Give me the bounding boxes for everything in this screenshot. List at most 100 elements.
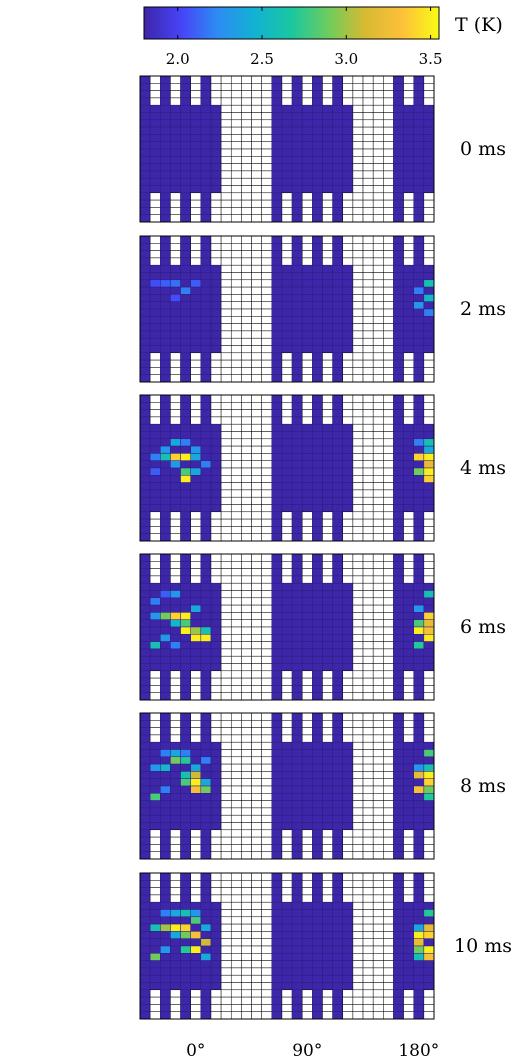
- heatmap-cell: [352, 185, 364, 194]
- heatmap-cell: [149, 785, 161, 794]
- heatmap-cell: [403, 75, 414, 84]
- heatmap-cell: [160, 119, 171, 128]
- heatmap-cell: [241, 264, 252, 273]
- heatmap-cell: [413, 974, 425, 983]
- heatmap-cell: [291, 526, 303, 534]
- heatmap-cell: [362, 489, 374, 498]
- heatmap-cell: [291, 822, 303, 831]
- heatmap-cell: [332, 712, 344, 721]
- heatmap-cell: [149, 308, 161, 317]
- heatmap-cell: [281, 945, 293, 954]
- heatmap-cell: [170, 553, 181, 562]
- heatmap-cell: [180, 989, 191, 998]
- heatmap-cell: [372, 916, 384, 925]
- heatmap-cell: [160, 741, 171, 750]
- heatmap-cell: [251, 677, 262, 686]
- heatmap-cell: [403, 185, 414, 194]
- heatmap-cell: [210, 90, 222, 99]
- heatmap-cell: [190, 394, 202, 403]
- heatmap-cell: [281, 619, 293, 628]
- heatmap-cell: [393, 504, 404, 513]
- heatmap-cell: [271, 134, 283, 142]
- heatmap-cell: [220, 207, 232, 215]
- heatmap-cell: [312, 177, 323, 186]
- heatmap-cell: [200, 504, 212, 513]
- heatmap-cell: [312, 482, 323, 491]
- heatmap-cell: [139, 177, 151, 186]
- heatmap-cell: [230, 923, 242, 932]
- heatmap-cell: [352, 989, 364, 998]
- heatmap-cell: [281, 75, 293, 84]
- heatmap-cell: [230, 402, 242, 410]
- heatmap-cell: [230, 504, 242, 513]
- heatmap-cell: [352, 692, 364, 701]
- heatmap-cell: [281, 785, 293, 794]
- heatmap-cell: [301, 727, 313, 736]
- heatmap-cell: [210, 814, 222, 823]
- heatmap-cell: [180, 880, 191, 888]
- heatmap-cell: [281, 185, 293, 194]
- heatmap-cell: [230, 967, 242, 976]
- heatmap-cell: [220, 597, 232, 606]
- heatmap-cell: [251, 330, 262, 339]
- heatmap-cell: [180, 982, 191, 991]
- heatmap-cell: [301, 316, 313, 324]
- heatmap-cell: [332, 604, 344, 613]
- heatmap-cell: [271, 807, 283, 816]
- heatmap-cell: [271, 526, 283, 534]
- heatmap-cell: [291, 90, 303, 99]
- heatmap-cell: [312, 641, 323, 650]
- heatmap-cell: [372, 626, 384, 635]
- heatmap-cell: [180, 677, 191, 686]
- heatmap-cell: [393, 894, 404, 903]
- heatmap-cell: [413, 75, 425, 84]
- heatmap-cell: [403, 359, 414, 368]
- heatmap-cell: [301, 996, 313, 1005]
- heatmap-cell: [312, 923, 323, 932]
- heatmap-cell: [342, 177, 354, 186]
- heatmap-cell: [413, 367, 425, 375]
- heatmap-cell: [423, 453, 435, 461]
- heatmap-cell: [139, 590, 151, 599]
- heatmap-cell: [372, 996, 384, 1005]
- heatmap-cell: [281, 445, 293, 454]
- heatmap-cell: [200, 734, 212, 743]
- heatmap-cell: [291, 467, 303, 476]
- heatmap-cell: [423, 749, 435, 758]
- heatmap-cell: [149, 553, 161, 562]
- heatmap-cell: [301, 330, 313, 339]
- heatmap-cell: [160, 134, 171, 142]
- heatmap-cell: [383, 793, 394, 801]
- heatmap-cell: [393, 119, 404, 128]
- heatmap-cell: [383, 692, 394, 701]
- heatmap-cell: [352, 526, 364, 534]
- heatmap-cell: [372, 286, 384, 295]
- heatmap-cell: [403, 104, 414, 113]
- heatmap-cell: [170, 953, 181, 961]
- heatmap-cell: [362, 553, 374, 562]
- heatmap-cell: [190, 112, 202, 121]
- heatmap-cell: [362, 692, 374, 701]
- heatmap-cell: [251, 526, 262, 534]
- heatmap-cell: [149, 337, 161, 346]
- heatmap-cell: [403, 763, 414, 772]
- heatmap-cell: [241, 272, 252, 281]
- heatmap-cell: [372, 844, 384, 852]
- heatmap-cell: [413, 670, 425, 679]
- heatmap-cell: [301, 337, 313, 346]
- heatmap-cell: [261, 90, 273, 99]
- heatmap-cell: [210, 561, 222, 569]
- heatmap-cell: [180, 938, 191, 947]
- heatmap-cell: [393, 960, 404, 969]
- heatmap-cell: [322, 482, 333, 491]
- heatmap-cell: [139, 330, 151, 339]
- heatmap-cell: [230, 916, 242, 925]
- heatmap-cell: [271, 763, 283, 772]
- heatmap-cell: [170, 619, 181, 628]
- heatmap-cell: [403, 409, 414, 418]
- heatmap-cell: [383, 359, 394, 368]
- heatmap-cell: [251, 453, 262, 461]
- heatmap-cell: [170, 119, 181, 128]
- heatmap-cell: [362, 156, 374, 164]
- heatmap-cell: [261, 148, 273, 157]
